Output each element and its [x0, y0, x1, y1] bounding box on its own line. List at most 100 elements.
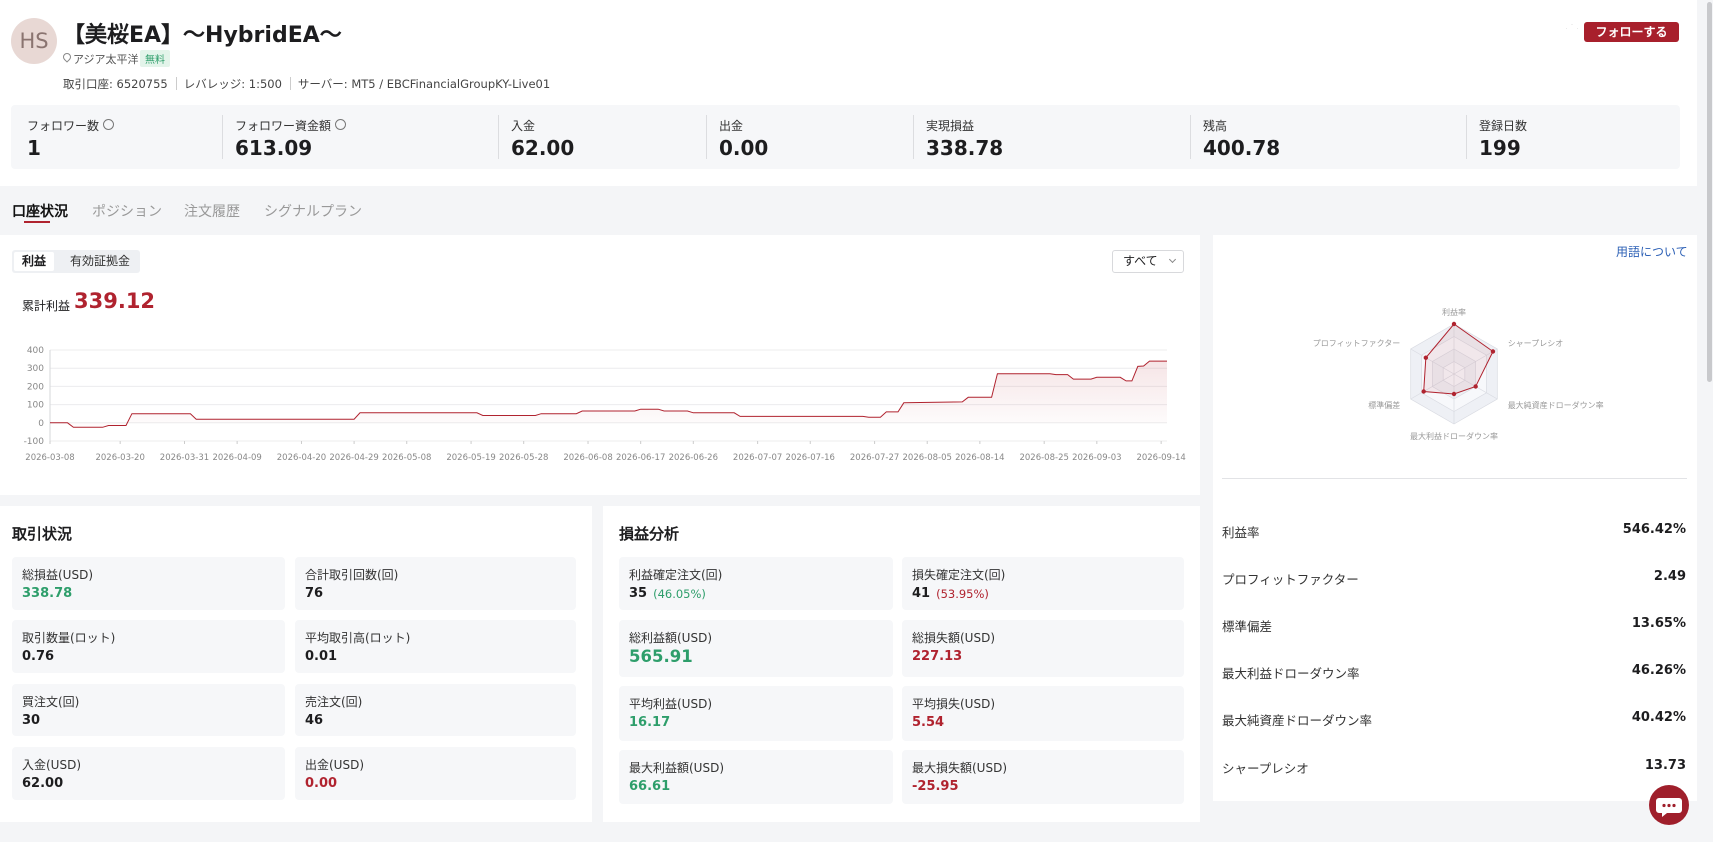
stat-value: 62.00	[511, 136, 575, 160]
stat-label: 入金	[511, 119, 536, 133]
cell-value: 30	[22, 713, 41, 728]
stat-value: 1	[27, 136, 41, 160]
cell-label: 損失確定注文(回)	[912, 568, 1006, 582]
stat-divider	[222, 115, 223, 159]
x-tick-label: 2026-06-08	[563, 453, 612, 463]
radar-label: プロフィットファクター	[1313, 339, 1401, 348]
total-label: 累計利益	[22, 299, 71, 313]
title: 【美桜EA】～HybridEA～	[63, 23, 342, 48]
stat-value: 199	[1479, 136, 1521, 160]
tab-bar	[0, 186, 1697, 230]
metric-cell	[12, 747, 285, 800]
cell-label: 合計取引回数(回)	[305, 568, 399, 582]
radar-point	[1451, 391, 1457, 397]
tab[interactable]: ポジション	[92, 204, 162, 220]
panel-title: 損益分析	[619, 525, 680, 543]
y-tick-label: 0	[38, 419, 44, 429]
cell-label: 平均取引高(ロット)	[305, 631, 411, 645]
x-tick-label: 2026-04-09	[212, 453, 261, 463]
radar-label: シャープレシオ	[1508, 339, 1564, 348]
metric-cell	[12, 684, 285, 736]
cell-value: 0.76	[22, 649, 55, 664]
metric-label: 利益率	[1222, 525, 1260, 540]
cell-value: 46	[305, 713, 324, 728]
cell-label: 総利益額(USD)	[629, 631, 713, 645]
metric-label: 最大利益ドローダウン率	[1222, 666, 1360, 681]
metric-cell	[619, 620, 893, 677]
cell-label: 最大利益額(USD)	[629, 761, 725, 775]
y-tick-label: 400	[27, 346, 44, 356]
metric-cell	[902, 750, 1184, 804]
cell-value: 0.00	[305, 776, 338, 791]
cell-value: 16.17	[629, 715, 671, 730]
stats-box	[11, 105, 1680, 169]
cell-value: 66.61	[629, 779, 671, 794]
x-tick-label: 2026-03-31	[160, 453, 209, 463]
scrollbar-track	[1705, 0, 1713, 842]
metric-value: 13.65%	[1631, 616, 1686, 631]
metric-label: シャープレシオ	[1222, 761, 1309, 776]
metric-cell	[295, 747, 576, 800]
terms-link[interactable]: 用語について	[1616, 245, 1688, 259]
x-tick-label: 2026-09-03	[1072, 453, 1121, 463]
cell-value: 41	[912, 586, 931, 601]
cell-label: 最大損失額(USD)	[912, 761, 1008, 775]
metric-value: 13.73	[1644, 758, 1686, 773]
x-tick-label: 2026-08-25	[1019, 453, 1068, 463]
x-tick-label: 2026-07-07	[733, 453, 782, 463]
total-value: 339.12	[74, 289, 156, 313]
tab-underline	[24, 221, 50, 223]
x-tick-label: 2026-05-28	[499, 453, 548, 463]
metric-cell	[295, 684, 576, 736]
x-tick-label: 2026-08-05	[903, 453, 952, 463]
cell-label: 取引数量(ロット)	[22, 631, 116, 645]
toggle[interactable]: 利益	[14, 252, 54, 271]
line-chart: -100 0 100 200 300 400 2026-03-08 2026-03-20 202…	[24, 346, 1186, 463]
radar-point	[1423, 355, 1429, 360]
info-icon	[103, 119, 115, 130]
tab[interactable]: シグナルプラン	[264, 204, 362, 220]
account-info: サーバー: MT5 / EBCFinancialGroupKY-Live01	[297, 77, 551, 91]
divider	[1222, 478, 1687, 479]
toggle[interactable]: 有効証拠金	[70, 254, 131, 268]
stat-divider	[706, 115, 707, 159]
stat-label: フォロワー資金額	[235, 119, 332, 133]
x-tick-label: 2026-07-27	[850, 453, 899, 463]
tab[interactable]: 注文履歴	[184, 204, 240, 220]
range-select[interactable]: すべて	[1112, 250, 1184, 273]
cell-value: 338.78	[22, 586, 73, 601]
stat-value: 400.78	[1203, 136, 1281, 160]
stat-label: 実現損益	[926, 119, 975, 133]
cell-value: 62.00	[22, 776, 64, 791]
y-tick-label: 200	[27, 382, 44, 392]
stat-value: 338.78	[926, 136, 1004, 160]
stat-label: 登録日数	[1479, 119, 1528, 133]
cell-label: 売注文(回)	[305, 695, 363, 709]
cell-value: 76	[305, 586, 324, 601]
scrollbar-thumb[interactable]	[1707, 2, 1712, 382]
region: アジア太平洋	[73, 53, 139, 66]
separator	[289, 77, 291, 90]
stat-label: 残高	[1203, 119, 1228, 133]
avatar: HS	[11, 18, 57, 64]
metric-value: 2.49	[1653, 569, 1686, 584]
x-tick-label: 2026-03-20	[95, 453, 144, 463]
metric-cell	[902, 686, 1184, 741]
radar-label: 標準偏差	[1368, 400, 1400, 410]
radar-label: 最大純資産ドローダウン率	[1508, 400, 1604, 410]
cell-label: 出金(USD)	[305, 758, 365, 772]
stat-divider	[1190, 115, 1191, 159]
y-tick-label: -100	[24, 437, 45, 447]
account-info: レバレッジ: 1:500	[183, 77, 282, 91]
x-tick-label: 2026-06-26	[669, 453, 718, 463]
cell-share: (46.05%)	[653, 587, 706, 601]
follow-button[interactable]: フォローする	[1584, 22, 1679, 42]
stat-label: 出金	[719, 119, 744, 133]
cell-label: 平均損失(USD)	[912, 697, 996, 711]
chat-button[interactable]	[1648, 784, 1690, 826]
x-tick-label: 2026-09-14	[1136, 453, 1185, 463]
metric-label: 標準偏差	[1222, 619, 1273, 634]
stat-divider	[913, 115, 914, 159]
tab[interactable]: 口座状況	[12, 204, 68, 220]
